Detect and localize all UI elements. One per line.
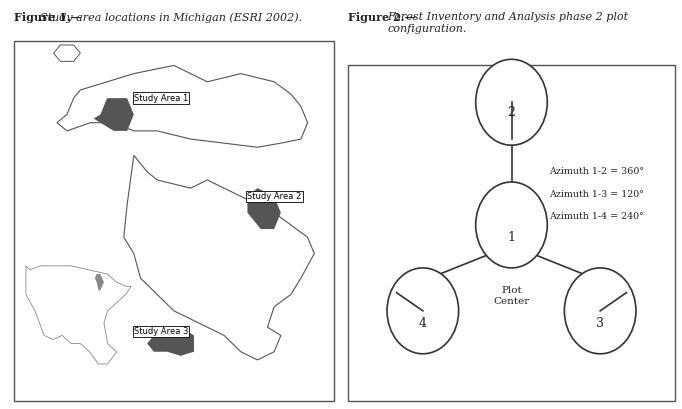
Text: 4: 4 xyxy=(419,317,427,330)
Polygon shape xyxy=(93,98,134,131)
Text: Study Area 1: Study Area 1 xyxy=(134,94,188,103)
Text: Study Area 3: Study Area 3 xyxy=(134,327,188,336)
Polygon shape xyxy=(248,188,281,229)
Text: 1: 1 xyxy=(507,231,516,244)
Polygon shape xyxy=(147,327,194,356)
Text: 3: 3 xyxy=(596,317,604,330)
Polygon shape xyxy=(57,65,308,147)
Polygon shape xyxy=(54,45,80,61)
Text: Figure 2.—: Figure 2.— xyxy=(348,12,415,23)
Circle shape xyxy=(475,182,547,268)
FancyBboxPatch shape xyxy=(348,65,675,401)
Text: Azimuth 1-2 = 360°: Azimuth 1-2 = 360° xyxy=(549,167,644,176)
Text: Azimuth 1-4 = 240°: Azimuth 1-4 = 240° xyxy=(549,212,644,221)
Text: Forest Inventory and Analysis phase 2 plot
configuration.: Forest Inventory and Analysis phase 2 pl… xyxy=(387,12,628,34)
Polygon shape xyxy=(124,155,314,360)
Text: 2: 2 xyxy=(507,106,516,119)
Text: Plot
Center: Plot Center xyxy=(493,286,530,306)
Circle shape xyxy=(475,59,547,145)
Text: Figure 1.—: Figure 1.— xyxy=(14,12,81,23)
Circle shape xyxy=(565,268,636,354)
Text: Azimuth 1-3 = 120°: Azimuth 1-3 = 120° xyxy=(549,190,644,199)
FancyBboxPatch shape xyxy=(14,41,334,401)
Circle shape xyxy=(387,268,459,354)
Text: Study area locations in Michigan (ESRI 2002).: Study area locations in Michigan (ESRI 2… xyxy=(40,12,302,23)
Text: Study Area 2: Study Area 2 xyxy=(248,192,301,201)
